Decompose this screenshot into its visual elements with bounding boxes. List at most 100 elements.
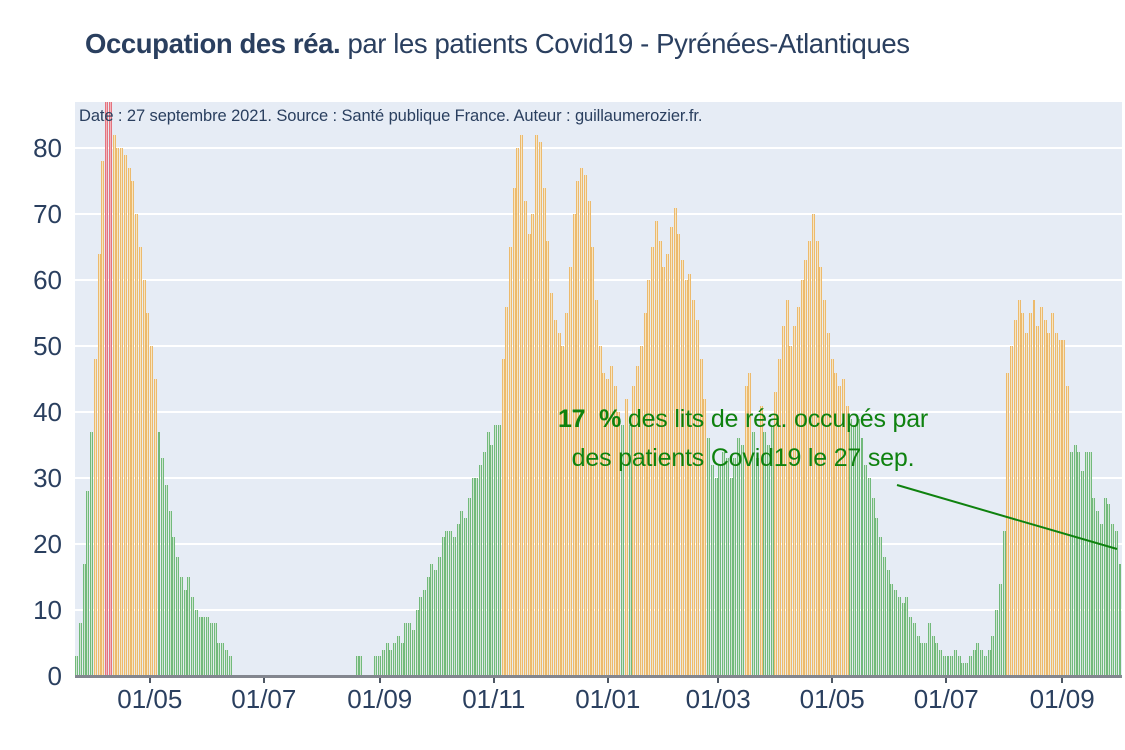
y-tick-label: 50 [33,331,62,362]
bar [393,643,397,676]
bar [116,148,120,676]
bar [710,464,714,676]
bar [841,379,845,676]
bar [583,174,587,676]
bar [452,537,456,676]
bar [976,643,980,676]
bar [853,425,856,676]
bar [108,102,112,676]
bar [748,372,752,676]
bar [759,405,763,676]
bar [75,656,79,676]
bar [131,181,135,676]
chart-subtitle: Date : 27 septembre 2021. Source : Santé… [79,107,703,125]
bar [97,253,101,676]
bar [426,577,430,676]
bar [968,656,972,676]
bar [456,524,460,676]
x-tick-mark [1061,677,1064,683]
y-tick-label: 70 [33,199,62,230]
x-tick-label: 01/11 [462,684,526,714]
bar [688,273,692,676]
x-axis-zero-line [75,675,1122,678]
bar [643,313,647,676]
bar [677,233,681,676]
bar [142,280,146,676]
bar [209,623,213,676]
bar [808,240,812,676]
bar [179,577,183,676]
bar [546,240,550,676]
bar [1051,313,1055,676]
bar [1077,451,1081,676]
y-tick-label: 0 [47,661,62,691]
bar [901,603,905,676]
bar [198,616,202,676]
gridline [75,345,1122,348]
bar [1025,332,1028,676]
bar [1036,326,1040,676]
bar [602,372,606,676]
bar [1021,313,1025,676]
gridline [75,147,1122,150]
bar [1118,563,1122,676]
bar [916,636,920,676]
bar [464,517,468,676]
bar [1107,504,1111,676]
chart-title: Occupation des réa. par les patients Cov… [85,28,910,60]
bar [90,431,94,676]
bar [673,207,677,676]
bar [882,557,886,676]
x-tick-mark [945,677,948,683]
gridline [75,477,1122,480]
bar [647,280,651,676]
bar [1058,339,1062,676]
y-tick-label: 40 [33,397,62,428]
bar [475,478,479,676]
bar [733,458,737,676]
gridline [75,609,1122,612]
bar [965,662,969,676]
bar [535,135,539,676]
bar [490,445,494,676]
bar [389,649,393,676]
bar [123,154,127,676]
bar [194,610,198,676]
bar [875,517,879,676]
bar [449,530,453,676]
bar [666,253,670,676]
bar [639,346,643,676]
bar [935,643,939,676]
bar [1114,530,1118,676]
bar [228,656,232,676]
bar [1066,385,1070,676]
bar [146,313,150,676]
bar [995,610,999,676]
bar [501,359,505,676]
bar [1111,524,1115,676]
bar [557,332,561,676]
bar [434,570,438,676]
bar [396,636,400,676]
plot-area: Date : 27 septembre 2021. Source : Santé… [75,102,1122,676]
x-tick-label: 01/05 [799,684,865,714]
bar [1013,319,1017,676]
bar [692,299,696,676]
bar [105,102,109,676]
bar [927,623,931,676]
bar [86,491,90,676]
bar [553,319,557,676]
bar [531,214,535,676]
bar [767,445,770,676]
bar [598,346,602,676]
x-tick-label: 01/07 [913,684,979,714]
bar [400,643,404,676]
x-tick-mark [262,677,265,683]
bar [561,346,565,676]
x-tick-mark [148,677,151,683]
bar [920,643,924,676]
bar [1028,313,1032,676]
bar [1010,346,1014,676]
bar [516,148,520,676]
x-tick-mark [717,677,720,683]
